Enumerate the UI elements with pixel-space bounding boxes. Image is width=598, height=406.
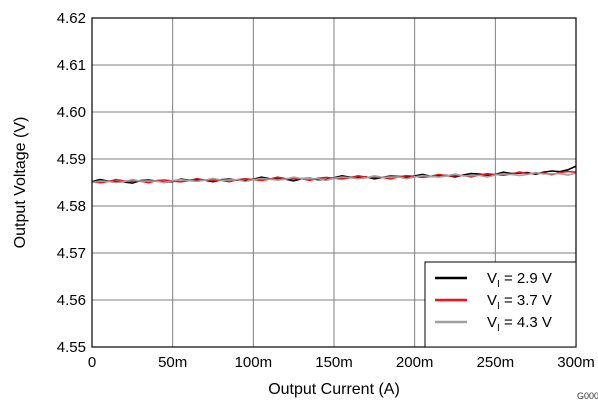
series-line-3	[91, 171, 577, 184]
y-axis-label: Output Voltage (V)	[12, 117, 29, 249]
plot-frame	[91, 17, 577, 348]
series-layer	[91, 165, 577, 184]
y-tick-label: 4.61	[57, 57, 86, 74]
x-tick-label: 0	[88, 354, 96, 371]
legend-box	[424, 261, 577, 348]
y-tick-labels: 4.55 4.56 4.57 4.58 4.59 4.60 4.61 4.62	[57, 10, 86, 356]
y-tick-label: 4.59	[57, 151, 86, 168]
y-tick-label: 4.62	[57, 10, 86, 27]
y-tick-label: 4.57	[57, 245, 86, 262]
x-tick-label: 250m	[477, 354, 515, 371]
x-tick-labels: 0 50m 100m 150m 200m 250m 300m	[88, 354, 595, 371]
y-tick-label: 4.55	[57, 339, 86, 356]
y-tick-label: 4.58	[57, 198, 86, 215]
x-tick-label: 50m	[158, 354, 187, 371]
legend: VI = 2.9 VVI = 3.7 VVI = 4.3 V	[424, 261, 577, 348]
x-tick-label: 300m	[557, 354, 595, 371]
grid-layer	[91, 17, 577, 348]
x-tick-label: 150m	[315, 354, 353, 371]
x-tick-label: 100m	[235, 354, 273, 371]
legend-label-1: VI = 2.9 V	[487, 270, 552, 290]
x-tick-label: 200m	[396, 354, 434, 371]
y-tick-label: 4.60	[57, 104, 86, 121]
legend-label-3: VI = 4.3 V	[487, 314, 552, 334]
y-tick-label: 4.56	[57, 292, 86, 309]
figure-code: G000	[577, 391, 598, 401]
legend-label-2: VI = 3.7 V	[487, 292, 552, 312]
x-axis-label: Output Current (A)	[268, 381, 400, 398]
